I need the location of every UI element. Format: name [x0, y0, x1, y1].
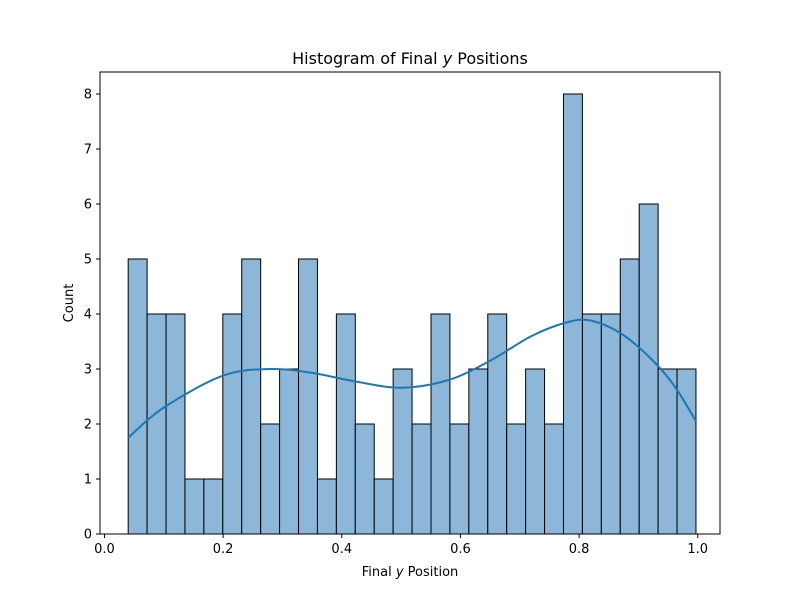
x-tick-label: 0.6	[450, 542, 471, 557]
histogram-bar	[619, 258, 640, 535]
histogram-bar	[354, 423, 375, 535]
y-tick-label: 0	[84, 528, 92, 543]
y-tick-label: 8	[84, 88, 92, 103]
histogram-bar	[127, 258, 148, 535]
plot-frame	[99, 71, 721, 535]
y-axis-label: Count	[62, 284, 77, 323]
histogram-bar	[335, 313, 356, 535]
y-tick-label: 4	[84, 308, 92, 323]
histogram-bar	[600, 313, 621, 535]
histogram-bar	[165, 313, 186, 535]
bars-group	[127, 93, 697, 535]
histogram-bar	[392, 368, 413, 535]
chart-title: Histogram of Final y Positions	[292, 49, 528, 68]
histogram-bar	[581, 313, 602, 535]
x-tick-label: 0.4	[331, 542, 352, 557]
histogram-bar	[279, 368, 300, 535]
x-axis-label: Final y Position	[362, 565, 459, 580]
y-tick-label: 7	[84, 143, 92, 158]
histogram-bar	[562, 93, 583, 535]
x-tick-label: 0.8	[569, 542, 590, 557]
y-tick-label: 6	[84, 198, 92, 213]
y-tick-label: 5	[84, 253, 92, 268]
histogram-bar	[544, 423, 564, 535]
x-axis-ticks: 0.0 0.2 0.4 0.6 0.8 1.0	[94, 534, 708, 557]
histogram-bar	[430, 313, 451, 535]
histogram-bar	[411, 423, 432, 535]
histogram-bar	[241, 258, 262, 535]
histogram-bar	[298, 258, 318, 535]
histogram-bar	[506, 423, 527, 535]
histogram-bar	[657, 368, 678, 535]
histogram-bar	[203, 478, 224, 535]
y-tick-label: 1	[84, 473, 92, 488]
y-tick-label: 3	[84, 363, 92, 378]
histogram-bar	[487, 313, 508, 535]
kde-curve	[127, 318, 697, 439]
x-tick-label: 0.2	[213, 542, 234, 557]
histogram-bar	[146, 313, 167, 535]
histogram-bar	[184, 478, 205, 535]
histogram-bar	[638, 203, 659, 535]
histogram-bar	[316, 478, 337, 535]
histogram-bar	[373, 478, 394, 535]
x-tick-label: 0.0	[94, 542, 115, 557]
y-tick-label: 2	[84, 418, 92, 433]
y-axis-ticks: 0 1 2 3 4 5 6 7 8	[84, 88, 100, 543]
histogram-bar	[449, 423, 470, 535]
x-tick-label: 1.0	[687, 542, 708, 557]
histogram-bar	[525, 368, 546, 535]
histogram-bar	[222, 313, 243, 535]
histogram-bar	[260, 423, 281, 535]
histogram-bar	[468, 368, 489, 535]
